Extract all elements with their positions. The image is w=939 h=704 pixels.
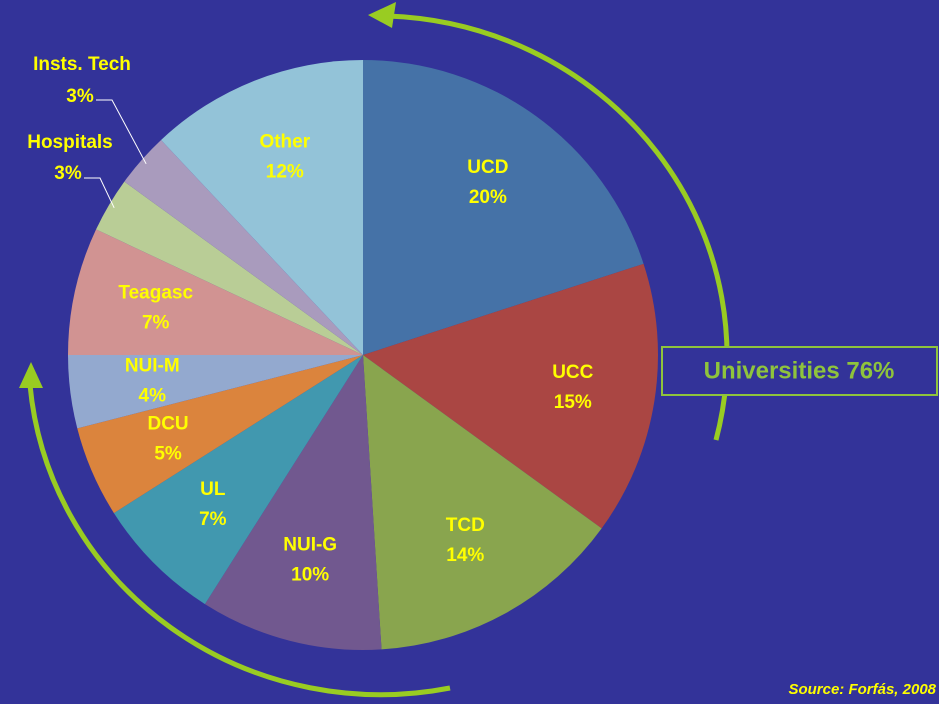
slice-label: NUI-G	[283, 535, 337, 556]
source: Source: Forfás, 2008	[788, 681, 936, 698]
slice	[113, 355, 363, 605]
value-label: 3%	[54, 163, 82, 184]
leader-line	[96, 99, 147, 165]
slice-label: UL	[200, 479, 226, 500]
annotation: Universities 76%	[704, 357, 895, 384]
slice	[68, 229, 363, 355]
slice-label: NUI-M	[125, 356, 180, 377]
slice	[363, 60, 644, 355]
slice	[96, 181, 363, 355]
slice	[363, 355, 602, 650]
slice	[363, 263, 658, 529]
arrow-head	[19, 362, 43, 388]
labels: UCD 20% UCC 15% TCD 14% NUI-G 10% UL 7% DCU 5% NUI-M…	[27, 54, 593, 586]
value-label: 20%	[469, 187, 507, 208]
arrow-arc	[27, 384, 451, 698]
slice	[161, 60, 363, 355]
slice	[124, 139, 363, 355]
value-label: 12%	[266, 162, 304, 183]
arrow-head	[368, 2, 396, 28]
value-label: 7%	[142, 313, 170, 334]
value-label: 10%	[291, 565, 329, 586]
slice-label: Other	[259, 132, 310, 153]
value-label: 4%	[139, 386, 167, 407]
slice-label: Hospitals	[27, 132, 113, 153]
annotation-box	[661, 346, 938, 396]
slice-label: Insts. Tech	[33, 54, 131, 75]
slice-label: TCD	[446, 515, 485, 536]
slice	[68, 355, 363, 429]
value-label: 7%	[199, 509, 227, 530]
leader-line	[84, 177, 115, 209]
value-label: 15%	[554, 392, 592, 413]
value-label: 3%	[66, 86, 94, 107]
pie	[68, 60, 658, 650]
value-label: 5%	[154, 443, 182, 464]
slice-label: DCU	[147, 413, 188, 434]
slice-label: UCC	[552, 362, 593, 383]
value-label: 14%	[446, 545, 484, 566]
slice-label: Teagasc	[118, 283, 193, 304]
slice-label: UCD	[467, 157, 508, 178]
slice	[77, 355, 363, 514]
slice	[204, 355, 382, 650]
